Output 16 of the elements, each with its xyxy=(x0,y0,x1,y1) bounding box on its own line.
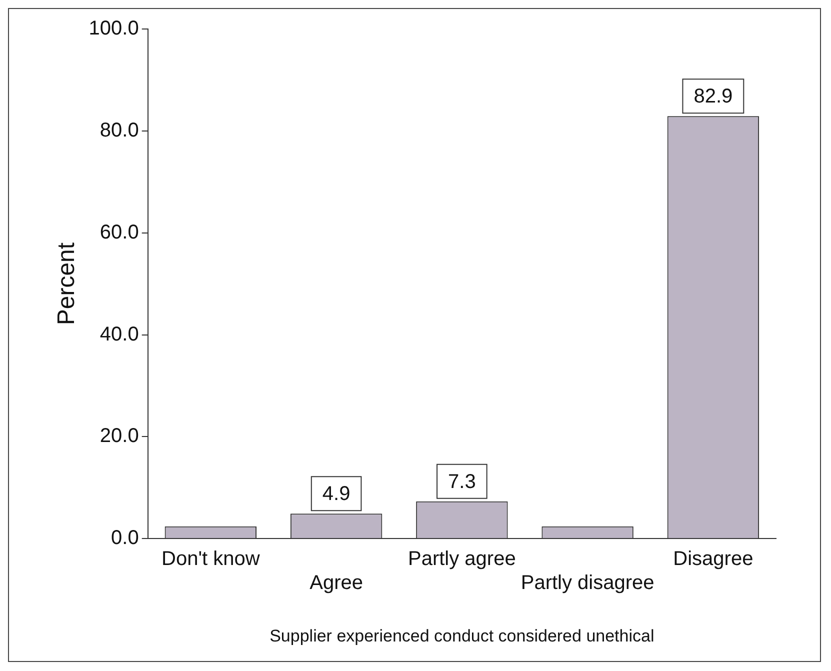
y-tick-label: 60.0 xyxy=(100,221,139,244)
y-tick-label: 20.0 xyxy=(100,425,139,448)
x-axis-title: Supplier experienced conduct considered unethical xyxy=(270,626,654,646)
y-tick-label: 100.0 xyxy=(88,18,139,40)
y-tick-label: 80.0 xyxy=(100,119,139,142)
y-axis-title: Percent xyxy=(53,242,80,326)
data-label: 4.9 xyxy=(322,483,350,506)
y-tick-label: 0.0 xyxy=(111,527,139,550)
x-tick-label: Disagree xyxy=(673,548,754,570)
x-tick-label: Don't know xyxy=(162,548,260,570)
x-tick-label: Partly disagree xyxy=(520,572,654,594)
x-tick-label: Partly agree xyxy=(408,548,516,570)
y-tick-label: 40.0 xyxy=(100,323,139,346)
data-label: 7.3 xyxy=(448,470,476,493)
data-label: 82.9 xyxy=(694,86,733,108)
x-tick-label: Agree xyxy=(310,572,363,594)
